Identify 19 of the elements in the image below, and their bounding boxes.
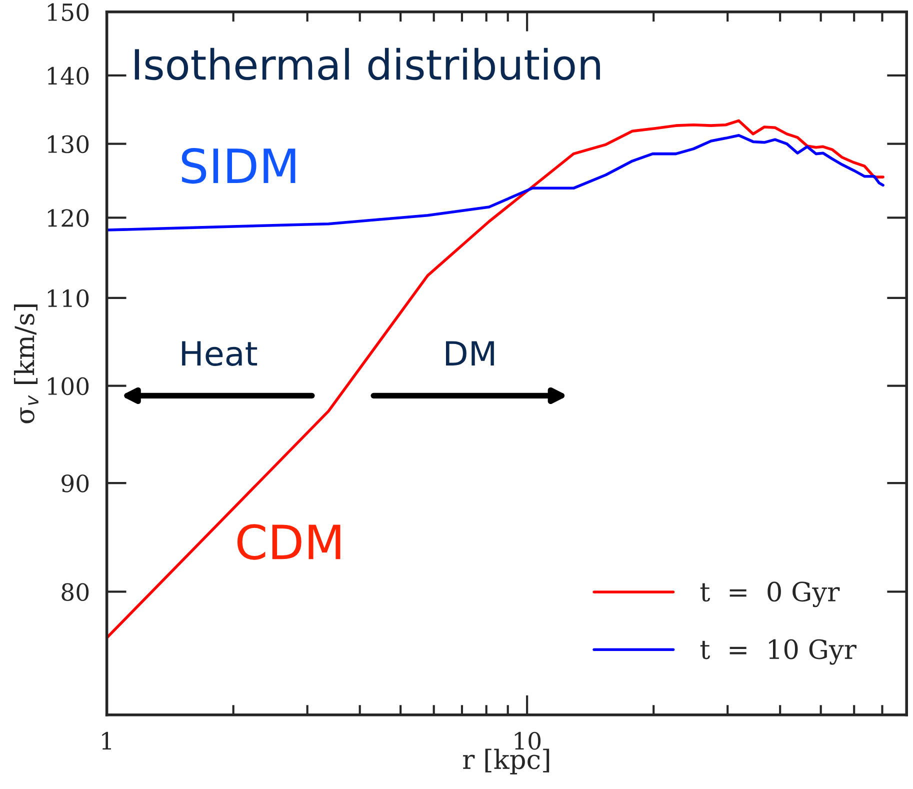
y-tick-label: 110 — [48, 289, 89, 308]
annotation: SIDM — [182, 148, 296, 184]
legend-label: t = 0 Gyr — [700, 582, 840, 608]
x-axis-title: r [kpc] — [463, 748, 550, 774]
annotation: Heat — [182, 341, 258, 366]
y-tick-label: 130 — [48, 135, 89, 154]
legend-label: t = 10 Gyr — [700, 639, 856, 665]
y-tick-label: 140 — [48, 66, 89, 85]
y-tick-label: 120 — [48, 209, 89, 227]
annotation: CDM — [237, 524, 340, 560]
annotation: DM — [446, 341, 494, 366]
y-tick-label: 90 — [62, 474, 89, 492]
x-tick-label: 10 — [514, 732, 541, 750]
annotation: Isothermal distribution — [134, 48, 600, 80]
y-tick-label: 150 — [48, 3, 89, 22]
y-tick-label: 100 — [48, 377, 89, 396]
y-tick-label: 80 — [62, 583, 89, 601]
y-axis-title: σ$_{v}$ [km/s] — [14, 304, 38, 424]
x-tick-label: 1 — [102, 732, 111, 750]
